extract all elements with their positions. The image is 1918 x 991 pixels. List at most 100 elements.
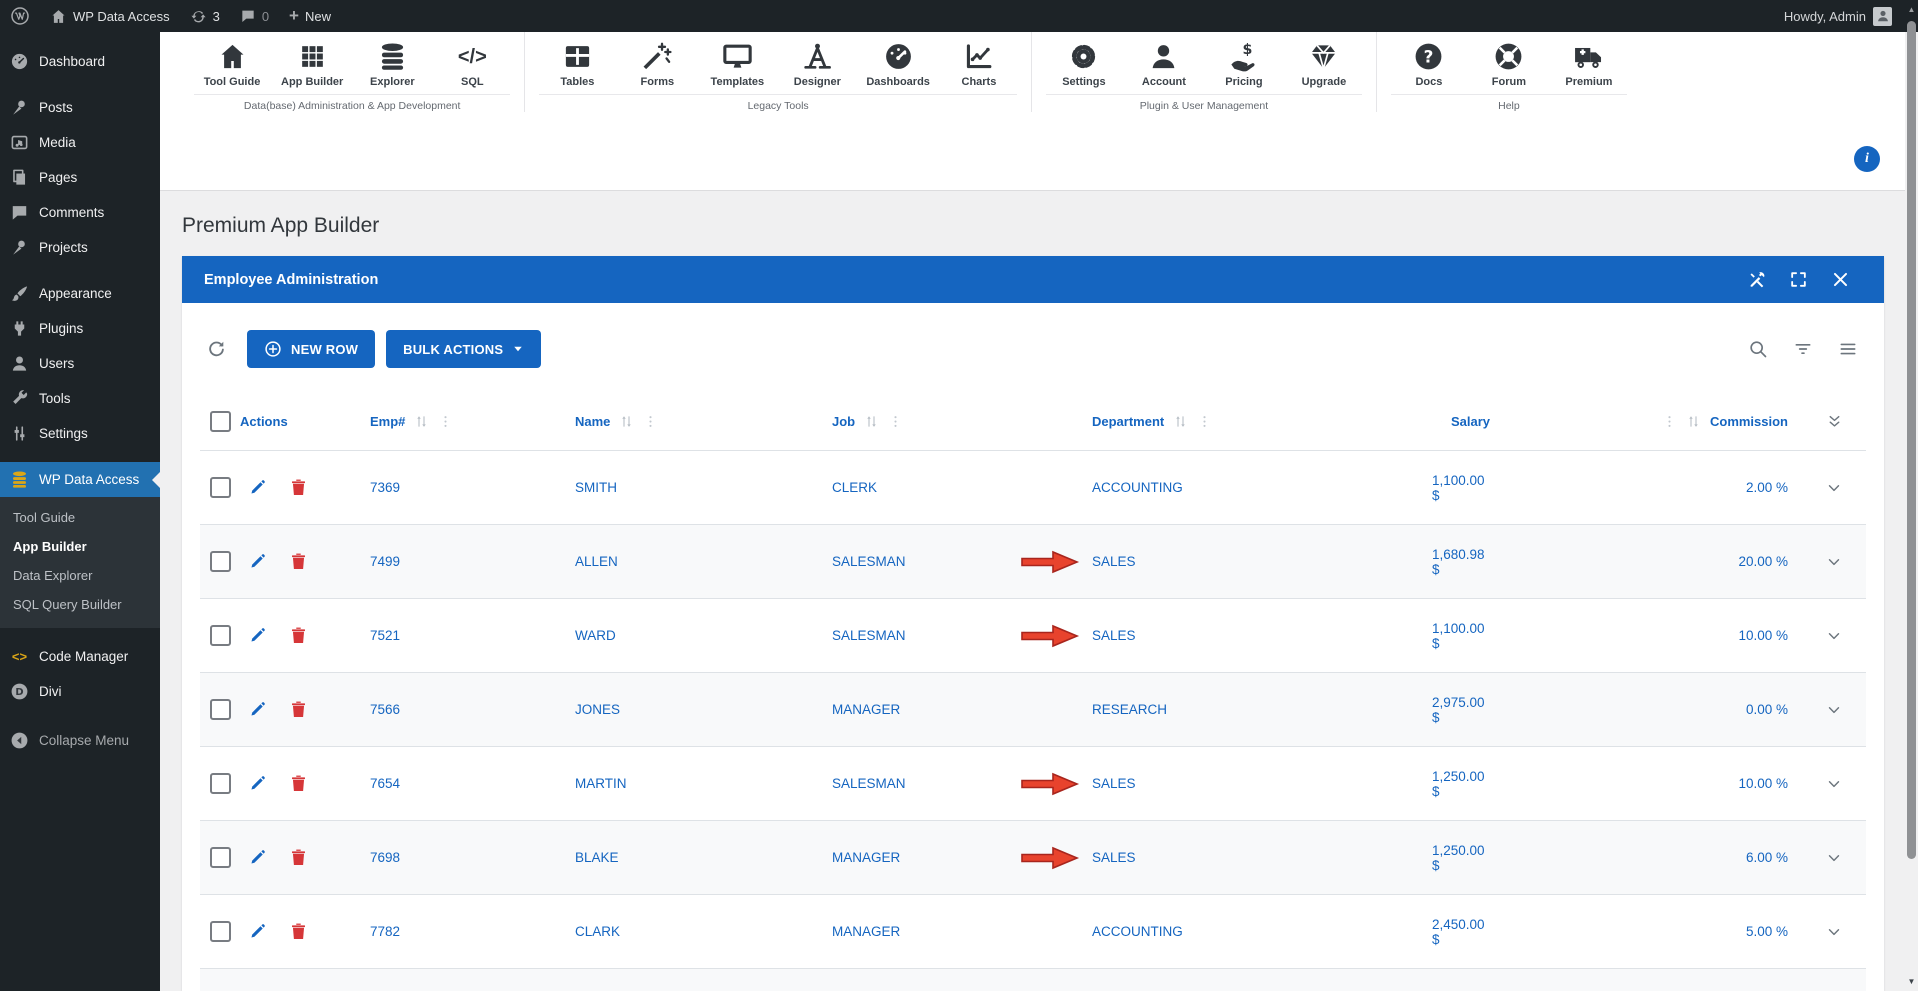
ribbon-item-forum[interactable]: Forum: [1471, 39, 1547, 88]
expand-row-button[interactable]: [1825, 627, 1843, 645]
ribbon-item-templates[interactable]: Templates: [699, 39, 775, 88]
account-menu[interactable]: Howdy, Admin: [1784, 7, 1918, 26]
sidebar-item-dashboard[interactable]: Dashboard: [0, 44, 160, 79]
row-checkbox[interactable]: [210, 847, 231, 868]
ribbon-item-app-builder[interactable]: App Builder: [274, 39, 350, 88]
ribbon-item-explorer[interactable]: Explorer: [354, 39, 430, 88]
expand-all-button[interactable]: [1826, 413, 1843, 430]
scroll-down-arrow-icon[interactable]: ▼: [1905, 977, 1918, 986]
search-button[interactable]: [1748, 339, 1768, 359]
sidebar-item-collapse-menu[interactable]: Collapse Menu: [0, 723, 160, 758]
delete-row-button[interactable]: [289, 700, 308, 719]
select-all-checkbox[interactable]: [210, 411, 231, 432]
column-menu-job[interactable]: [888, 414, 903, 429]
ribbon-item-forms[interactable]: Forms: [619, 39, 695, 88]
submenu-item-app-builder[interactable]: App Builder: [0, 532, 160, 561]
ribbon-item-designer[interactable]: Designer: [779, 39, 855, 88]
row-checkbox[interactable]: [210, 625, 231, 646]
submenu-item-tool-guide[interactable]: Tool Guide: [0, 503, 160, 532]
sidebar-item-appearance[interactable]: Appearance: [0, 276, 160, 311]
comments-link[interactable]: 0: [230, 0, 279, 32]
edit-row-button[interactable]: [248, 552, 267, 571]
filter-button[interactable]: [1793, 339, 1813, 359]
row-checkbox[interactable]: [210, 773, 231, 794]
close-button[interactable]: [1831, 270, 1850, 289]
sidebar-item-plugins[interactable]: Plugins: [0, 311, 160, 346]
row-checkbox[interactable]: [210, 699, 231, 720]
sort-commission-button[interactable]: [1686, 414, 1701, 429]
ribbon-item-account[interactable]: Account: [1126, 39, 1202, 88]
submenu-item-data-explorer[interactable]: Data Explorer: [0, 561, 160, 590]
column-header-name[interactable]: Name: [575, 414, 610, 429]
sort-job-button[interactable]: [864, 414, 879, 429]
ribbon-item-docs[interactable]: ?Docs: [1391, 39, 1467, 88]
row-checkbox[interactable]: [210, 477, 231, 498]
expand-row-button[interactable]: [1825, 849, 1843, 867]
ribbon-item-tool-guide[interactable]: Tool Guide: [194, 39, 270, 88]
column-header-job[interactable]: Job: [832, 414, 855, 429]
sidebar-item-media[interactable]: Media: [0, 125, 160, 160]
edit-row-button[interactable]: [248, 478, 267, 497]
ribbon-item-pricing[interactable]: $Pricing: [1206, 39, 1282, 88]
list-menu-button[interactable]: [1838, 339, 1858, 359]
ribbon-item-dashboards[interactable]: Dashboards: [859, 39, 937, 88]
sidebar-item-pages[interactable]: Pages: [0, 160, 160, 195]
delete-row-button[interactable]: [289, 552, 308, 571]
sort-emp-button[interactable]: [414, 414, 429, 429]
row-checkbox[interactable]: [210, 551, 231, 572]
edit-row-button[interactable]: [248, 774, 267, 793]
sidebar-item-settings[interactable]: Settings: [0, 416, 160, 451]
scroll-up-arrow-icon[interactable]: ▲: [1905, 5, 1918, 14]
submenu-item-sql-query-builder[interactable]: SQL Query Builder: [0, 590, 160, 619]
column-header-emp[interactable]: Emp#: [370, 414, 405, 429]
column-menu-department[interactable]: [1197, 414, 1212, 429]
sidebar-item-comments[interactable]: Comments: [0, 195, 160, 230]
delete-row-button[interactable]: [289, 774, 308, 793]
panel-tools-button[interactable]: [1747, 270, 1766, 289]
sidebar-item-wp-data-access[interactable]: WP Data Access: [0, 462, 160, 497]
expand-row-button[interactable]: [1825, 775, 1843, 793]
ribbon-item-sql[interactable]: </>SQL: [434, 39, 510, 88]
expand-row-button[interactable]: [1825, 553, 1843, 571]
sidebar-item-divi[interactable]: DDivi: [0, 674, 160, 709]
expand-row-button[interactable]: [1825, 479, 1843, 497]
sidebar-item-code-manager[interactable]: <>Code Manager: [0, 639, 160, 674]
delete-row-button[interactable]: [289, 922, 308, 941]
column-menu-commission[interactable]: [1662, 414, 1677, 429]
ribbon-item-settings[interactable]: Settings: [1046, 39, 1122, 88]
info-button[interactable]: i: [1854, 146, 1880, 172]
new-row-button[interactable]: NEW ROW: [247, 330, 375, 368]
column-menu-name[interactable]: [643, 414, 658, 429]
refresh-button[interactable]: [206, 339, 227, 360]
sidebar-item-posts[interactable]: Posts: [0, 90, 160, 125]
sort-department-button[interactable]: [1173, 414, 1188, 429]
sort-name-button[interactable]: [619, 414, 634, 429]
ribbon-item-tables[interactable]: Tables: [539, 39, 615, 88]
column-menu-emp[interactable]: [438, 414, 453, 429]
sidebar-item-projects[interactable]: Projects: [0, 230, 160, 265]
site-home-link[interactable]: WP Data Access: [40, 0, 180, 32]
fullscreen-button[interactable]: [1789, 270, 1808, 289]
expand-row-button[interactable]: [1825, 923, 1843, 941]
delete-row-button[interactable]: [289, 478, 308, 497]
scrollbar-thumb[interactable]: [1907, 21, 1916, 859]
updates-link[interactable]: 3: [180, 0, 230, 32]
ribbon-item-premium[interactable]: Premium: [1551, 39, 1627, 88]
edit-row-button[interactable]: [248, 626, 267, 645]
wordpress-menu[interactable]: [0, 0, 40, 32]
column-header-department[interactable]: Department: [1092, 414, 1164, 429]
row-checkbox[interactable]: [210, 921, 231, 942]
sidebar-item-users[interactable]: Users: [0, 346, 160, 381]
expand-row-button[interactable]: [1825, 701, 1843, 719]
delete-row-button[interactable]: [289, 626, 308, 645]
edit-row-button[interactable]: [248, 848, 267, 867]
ribbon-item-upgrade[interactable]: Upgrade: [1286, 39, 1362, 88]
column-header-commission[interactable]: Commission: [1710, 414, 1788, 429]
column-header-salary[interactable]: Salary: [1451, 414, 1490, 429]
sidebar-item-tools[interactable]: Tools: [0, 381, 160, 416]
new-content-menu[interactable]: +New: [279, 0, 341, 32]
edit-row-button[interactable]: [248, 700, 267, 719]
ribbon-item-charts[interactable]: Charts: [941, 39, 1017, 88]
edit-row-button[interactable]: [248, 922, 267, 941]
bulk-actions-button[interactable]: BULK ACTIONS: [386, 330, 541, 368]
